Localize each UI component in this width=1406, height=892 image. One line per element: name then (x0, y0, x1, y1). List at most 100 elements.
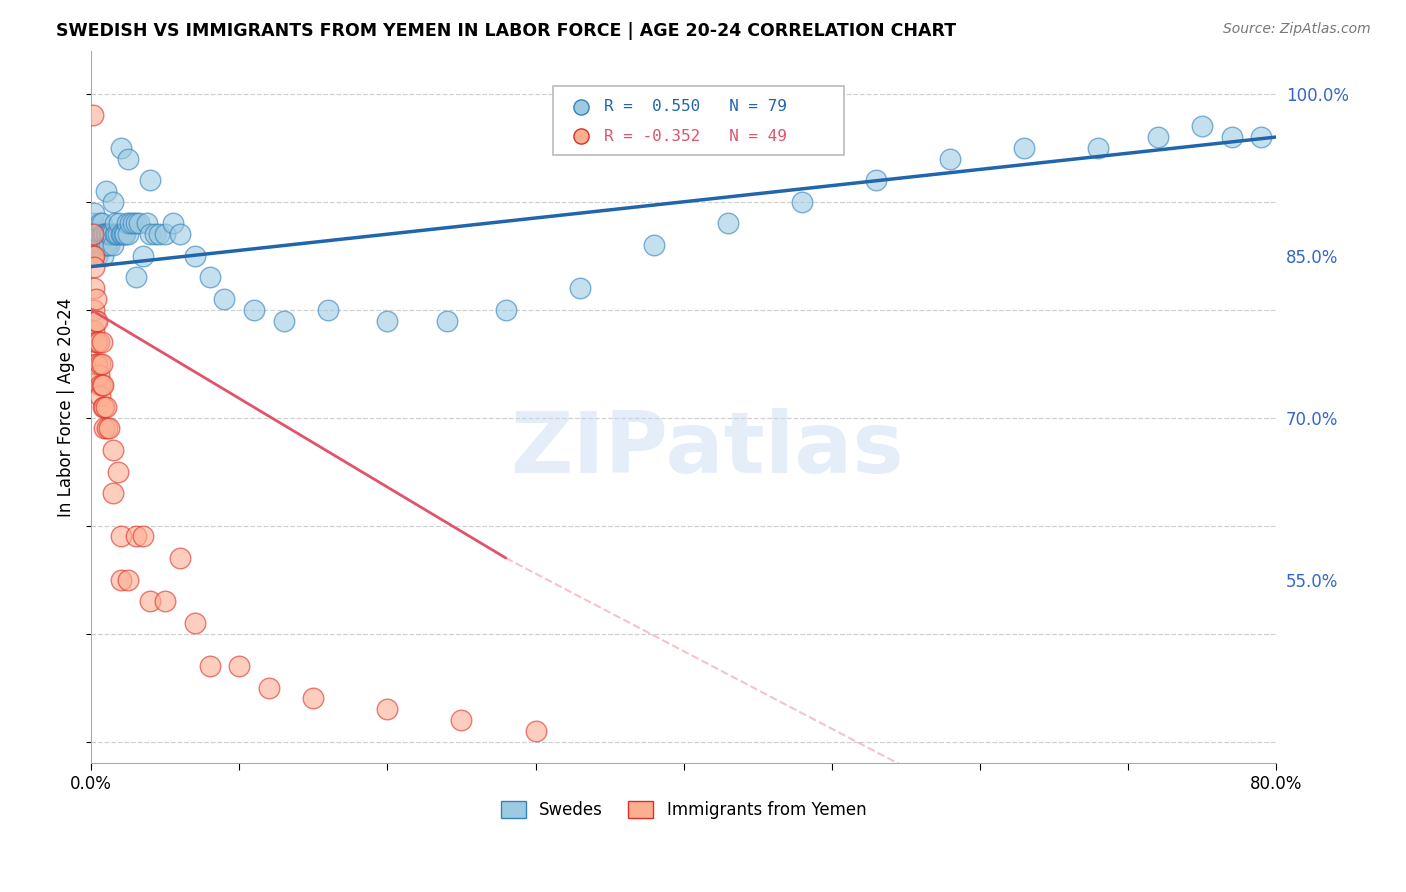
Point (110, 529, 132, 543)
Point (96, 238, 118, 252)
Point (84, 227, 107, 242)
Point (89, 216, 111, 230)
Point (124, 270, 146, 285)
Point (91, 227, 114, 242)
Point (124, 529, 146, 543)
Point (214, 292, 236, 306)
Point (87, 227, 110, 242)
Point (143, 227, 166, 242)
Point (316, 302, 339, 317)
Point (136, 216, 159, 230)
Point (302, 691, 325, 706)
Point (104, 216, 127, 230)
Point (97, 421, 120, 435)
Point (94, 400, 117, 414)
Point (273, 313, 295, 327)
Point (91, 400, 114, 414)
Point (1220, 130, 1243, 145)
Point (124, 216, 146, 230)
Point (84, 313, 107, 327)
Point (139, 594, 162, 608)
Point (84, 292, 107, 306)
Point (643, 238, 665, 252)
Point (110, 227, 132, 242)
Point (96, 421, 118, 435)
Point (89, 238, 111, 252)
Point (110, 141, 132, 155)
Point (97, 238, 120, 252)
Point (89, 389, 111, 403)
Point (94, 227, 117, 242)
Point (83, 238, 105, 252)
Point (87, 368, 110, 382)
Point (90, 227, 112, 242)
Point (93, 421, 115, 435)
Point (568, 281, 591, 295)
Point (450, 713, 472, 727)
Point (132, 529, 155, 543)
Point (692, 216, 714, 230)
Point (93, 400, 115, 414)
Point (184, 249, 207, 263)
Point (257, 681, 280, 695)
Point (91, 378, 114, 392)
Point (110, 573, 132, 587)
Point (93, 227, 115, 242)
Point (117, 573, 139, 587)
Point (89, 378, 111, 392)
Point (112, 227, 135, 242)
Point (103, 194, 125, 209)
Point (90, 335, 112, 350)
Point (84, 335, 107, 350)
Point (148, 227, 170, 242)
Point (86, 249, 108, 263)
Point (865, 173, 887, 187)
Point (162, 216, 184, 230)
Point (91, 249, 114, 263)
Point (90, 378, 112, 392)
Point (83, 324, 105, 338)
Point (108, 216, 131, 230)
Point (111, 227, 134, 242)
Point (89, 227, 111, 242)
Point (82, 216, 104, 230)
Point (118, 216, 141, 230)
Point (1146, 130, 1168, 145)
Point (155, 227, 177, 242)
Point (1250, 130, 1272, 145)
Point (198, 659, 221, 673)
Point (86, 357, 108, 371)
Point (82, 108, 104, 122)
Point (524, 723, 547, 738)
Point (117, 227, 139, 242)
Point (84, 238, 107, 252)
Point (155, 594, 177, 608)
Point (790, 194, 813, 209)
Point (1191, 120, 1213, 134)
Point (83, 260, 105, 274)
Point (107, 227, 129, 242)
Text: SWEDISH VS IMMIGRANTS FROM YEMEN IN LABOR FORCE | AGE 20-24 CORRELATION CHART: SWEDISH VS IMMIGRANTS FROM YEMEN IN LABO… (56, 22, 956, 40)
Point (83, 302, 105, 317)
Point (184, 615, 207, 630)
Point (939, 152, 962, 166)
Point (377, 702, 399, 716)
Point (94, 238, 117, 252)
Point (692, 172, 714, 186)
Point (83, 249, 105, 263)
Point (87, 238, 110, 252)
Y-axis label: In Labor Force | Age 20-24: In Labor Force | Age 20-24 (58, 297, 75, 516)
Point (139, 227, 162, 242)
Point (103, 443, 125, 458)
Point (243, 302, 266, 317)
Point (117, 152, 139, 166)
Point (495, 302, 517, 317)
Point (1014, 141, 1036, 155)
Point (228, 659, 250, 673)
Point (86, 238, 108, 252)
Point (86, 335, 108, 350)
Legend: Swedes, Immigrants from Yemen: Swedes, Immigrants from Yemen (495, 795, 873, 826)
Point (139, 173, 162, 187)
Point (82, 227, 104, 242)
Text: R = -0.352   N = 49: R = -0.352 N = 49 (605, 128, 787, 144)
